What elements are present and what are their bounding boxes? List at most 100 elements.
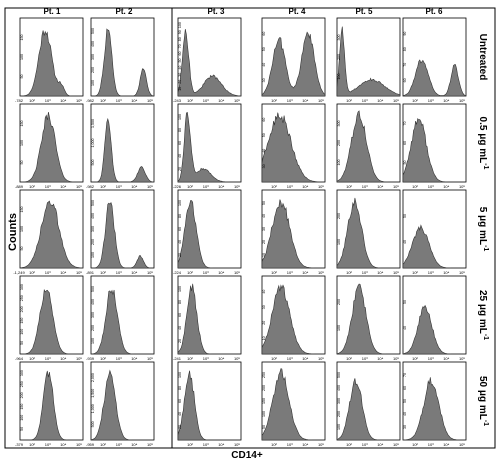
y-tick-label: 100 (337, 325, 341, 331)
x-tick-label: 10³ (45, 442, 51, 447)
x-min-label: -226 (173, 184, 182, 189)
panel-r3-c1: 50 100 150 -1,249 10² 10³ 10⁴ 10⁵ (13, 189, 84, 275)
histogram-area (20, 288, 83, 355)
x-tick-label: 10⁴ (377, 184, 383, 189)
panel-r5-c6: 30 40 50 60 70 10² 10³ 10⁴ 10⁵ (402, 361, 467, 447)
x-tick-label: 10⁵ (76, 98, 82, 103)
x-tick-label: 10³ (287, 184, 293, 189)
y-tick-label: 50 (178, 59, 182, 63)
y-tick-label: 30 (262, 164, 266, 168)
x-tick-label: 10² (346, 270, 352, 275)
y-tick-label: 250 (262, 372, 266, 378)
y-tick-label: 60 (178, 399, 182, 403)
row-header-superscript: -1 (482, 334, 489, 340)
column-header-pt-4: Pt. 4 (289, 7, 306, 16)
x-tick-label: 10⁴ (377, 98, 383, 103)
y-axis-label: Counts (7, 213, 19, 251)
x-tick-label: 10² (412, 98, 418, 103)
y-tick-label: 20 (178, 339, 182, 343)
panel-r1-c1: 50 100 150 -782 10² 10³ 10⁴ 10⁵ (15, 17, 84, 103)
y-tick-label: 70 (403, 373, 407, 377)
y-tick-label: 400 (91, 213, 95, 219)
histogram-area (177, 29, 242, 97)
x-tick-label: 10³ (287, 442, 293, 447)
column-header-pt-1: Pt. 1 (44, 7, 61, 16)
row-header-1: 0.5 μg mL-1 (477, 117, 489, 170)
x-axis-label: CD14+ (231, 450, 263, 461)
panel-r3-c2: 100 200 300 400 500 -891 10² 10³ 10⁴ 10⁵ (86, 189, 155, 275)
y-tick-label: 400 (91, 41, 95, 47)
y-tick-label: 500 (91, 286, 95, 292)
column-header-pt-6: Pt. 6 (426, 7, 443, 16)
y-tick-label: 40 (403, 412, 407, 416)
x-min-label: -889 (15, 184, 24, 189)
x-tick-label: 10⁵ (393, 98, 399, 103)
y-tick-label: 50 (20, 161, 24, 165)
y-tick-label: 400 (337, 385, 341, 391)
y-tick-label: 100 (91, 252, 95, 258)
y-tick-label: 60 (262, 118, 266, 122)
histogram-area (261, 284, 325, 355)
x-tick-label: 10³ (203, 270, 209, 275)
x-tick-label: 10² (187, 356, 193, 361)
row-header-2: 5 μg mL-1 (477, 207, 489, 252)
y-tick-label: 50 (20, 427, 24, 431)
x-min-label: -891 (86, 270, 95, 275)
x-tick-label: 10⁵ (318, 356, 324, 361)
histogram-area (402, 118, 466, 183)
y-tick-label: 1,500 (91, 119, 95, 128)
histogram-area (20, 112, 83, 183)
y-tick-label: 30 (178, 73, 182, 77)
x-min-label: -782 (15, 98, 24, 103)
x-tick-label: 10³ (362, 98, 368, 103)
x-tick-label: 10² (187, 98, 193, 103)
y-tick-label: 2,000 (91, 373, 95, 382)
y-tick-label: 70 (403, 63, 407, 67)
panel-r2-c2: 500 1,000 1,500 -982 10² 10³ 10⁴ 10⁵ (86, 103, 155, 189)
panel-r5-c3: 20 40 60 80 100 10² 10³ 10⁴ 10⁵ (177, 361, 242, 447)
x-tick-label: 10⁵ (147, 442, 153, 447)
y-tick-label: 40 (262, 290, 266, 294)
y-tick-label: 20 (262, 321, 266, 325)
x-tick-label: 10⁴ (443, 184, 449, 189)
x-tick-label: 10⁴ (377, 356, 383, 361)
x-tick-label: 10⁴ (377, 442, 383, 447)
y-tick-label: 100 (262, 411, 266, 417)
histogram-area (261, 31, 326, 97)
x-tick-label: 10³ (116, 270, 122, 275)
x-tick-label: 10² (271, 442, 277, 447)
y-tick-label: 200 (337, 140, 341, 146)
y-tick-label: 80 (178, 300, 182, 304)
x-tick-label: 10² (412, 442, 418, 447)
histogram-area (20, 370, 83, 441)
x-min-label: -982 (86, 184, 95, 189)
x-tick-label: 10³ (428, 270, 434, 275)
y-tick-label: 30 (262, 305, 266, 309)
x-tick-label: 10³ (116, 98, 122, 103)
panel-r4-c1: 50 100 150 200 250 300 -964 10² 10³ 10⁴ 10⁵ (15, 275, 84, 361)
x-tick-label: 10⁴ (302, 270, 308, 275)
y-tick-label: 300 (337, 35, 341, 41)
x-min-label: -959 (86, 442, 95, 447)
y-tick-label: 100 (337, 74, 341, 80)
y-tick-label: 80 (178, 128, 182, 132)
y-tick-label: 60 (403, 386, 407, 390)
panel-r2-c6: 50 60 70 10² 10³ 10⁴ 10⁵ (402, 103, 467, 189)
histogram-area (177, 200, 241, 269)
x-tick-label: 10⁵ (234, 356, 240, 361)
panel-r5-c2: 500 1,000 1,500 2,000 -959 10² 10³ 10⁴ 10⁵ (86, 361, 155, 447)
x-min-label: -1,249 (13, 270, 25, 275)
x-tick-label: 10⁴ (302, 184, 308, 189)
panel-r3-c4: 10 20 30 40 50 10² 10³ 10⁴ 10⁵ (261, 189, 326, 275)
y-tick-label: 10 (178, 87, 182, 91)
y-tick-label: 200 (91, 325, 95, 331)
x-tick-label: 10³ (287, 98, 293, 103)
histogram-area (336, 197, 400, 269)
y-tick-label: 40 (262, 149, 266, 153)
y-tick-label: 40 (262, 214, 266, 218)
x-tick-label: 10³ (45, 98, 51, 103)
y-tick-label: 60 (403, 78, 407, 82)
y-tick-label: 1,000 (91, 404, 95, 413)
y-tick-label: 100 (178, 22, 182, 28)
x-tick-label: 10⁵ (459, 442, 465, 447)
